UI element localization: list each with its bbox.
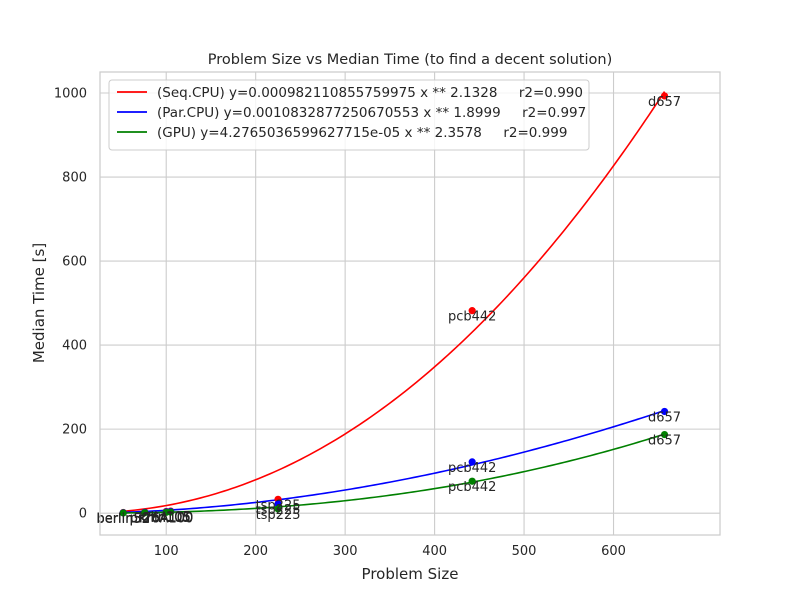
data-point <box>167 508 175 516</box>
point-label: kroA100 <box>139 511 193 526</box>
point-label: berlin52 <box>96 512 150 527</box>
point-label: berlin52 <box>96 512 150 527</box>
chart-title: Problem Size vs Median Time (to find a d… <box>208 52 613 68</box>
y-tick-label: 200 <box>62 423 87 438</box>
point-label: d657 <box>648 410 681 425</box>
y-axis-label: Median Time [s] <box>30 243 48 363</box>
data-point <box>468 458 476 466</box>
x-tick-label: 600 <box>601 544 626 559</box>
point-label: d657 <box>648 95 681 110</box>
y-tick-label: 1000 <box>54 87 87 102</box>
legend-entry-label: (GPU) y=4.2765036599627715e-05 x ** 2.35… <box>157 125 567 141</box>
point-label: tsp225 <box>256 508 301 523</box>
point-label: kroA100 <box>139 510 193 525</box>
y-tick-label: 600 <box>62 255 87 270</box>
fit-curves <box>123 91 666 514</box>
legend-entry-label: (Par.CPU) y=0.0010832877250670553 x ** 1… <box>157 105 586 121</box>
point-label: lin105 <box>151 511 191 526</box>
data-point <box>274 505 282 513</box>
legend-box <box>108 79 590 151</box>
y-tick-label: 400 <box>62 339 87 354</box>
data-point <box>468 307 476 315</box>
point-label: tsp225 <box>256 498 301 513</box>
x-tick-label: 500 <box>512 544 537 559</box>
point-label: pr76 <box>130 511 160 526</box>
fit-curve-series-2 <box>123 433 665 514</box>
fit-curve-series-0 <box>123 91 666 513</box>
point-label: pcb442 <box>448 310 496 325</box>
point-label: kroA100 <box>139 511 193 526</box>
data-point <box>660 430 669 439</box>
data-point <box>119 509 127 517</box>
x-tick-label: 200 <box>243 544 268 559</box>
point-label: pcb442 <box>448 480 496 495</box>
point-label: pcb442 <box>448 461 496 476</box>
data-point <box>660 407 669 416</box>
x-tick-label: 400 <box>422 544 447 559</box>
point-label: berlin52 <box>96 512 150 527</box>
plot-frame <box>99 71 721 536</box>
tick-labels: 100 200 300 400 500 600 0 200 400 600 800 1000 <box>54 87 626 559</box>
data-point <box>274 500 282 508</box>
x-tick-label: 100 <box>154 544 179 559</box>
legend-entry-label: (Seq.CPU) y=0.0009821108557599‌75 x ** 2… <box>157 85 583 101</box>
x-axis-label: Problem Size <box>362 565 459 583</box>
data-point <box>660 92 669 100</box>
point-label: pr76 <box>130 511 160 526</box>
y-tick-label: 0 <box>79 507 87 522</box>
data-point <box>141 509 149 517</box>
y-tick-label: 800 <box>62 171 87 186</box>
point-label: lin105 <box>151 510 191 525</box>
point-label: pr76 <box>130 512 160 527</box>
fit-curve-series-1 <box>123 409 665 514</box>
data-point <box>468 477 476 485</box>
x-tick-label: 300 <box>333 544 358 559</box>
data-points <box>119 92 669 517</box>
point-label: tsp225 <box>256 503 301 518</box>
point-label: d657 <box>648 434 681 449</box>
legend: (Seq.CPU) y=0.0009821108557599‌75 x ** 2… <box>108 79 590 151</box>
point-label: lin105 <box>151 510 191 525</box>
